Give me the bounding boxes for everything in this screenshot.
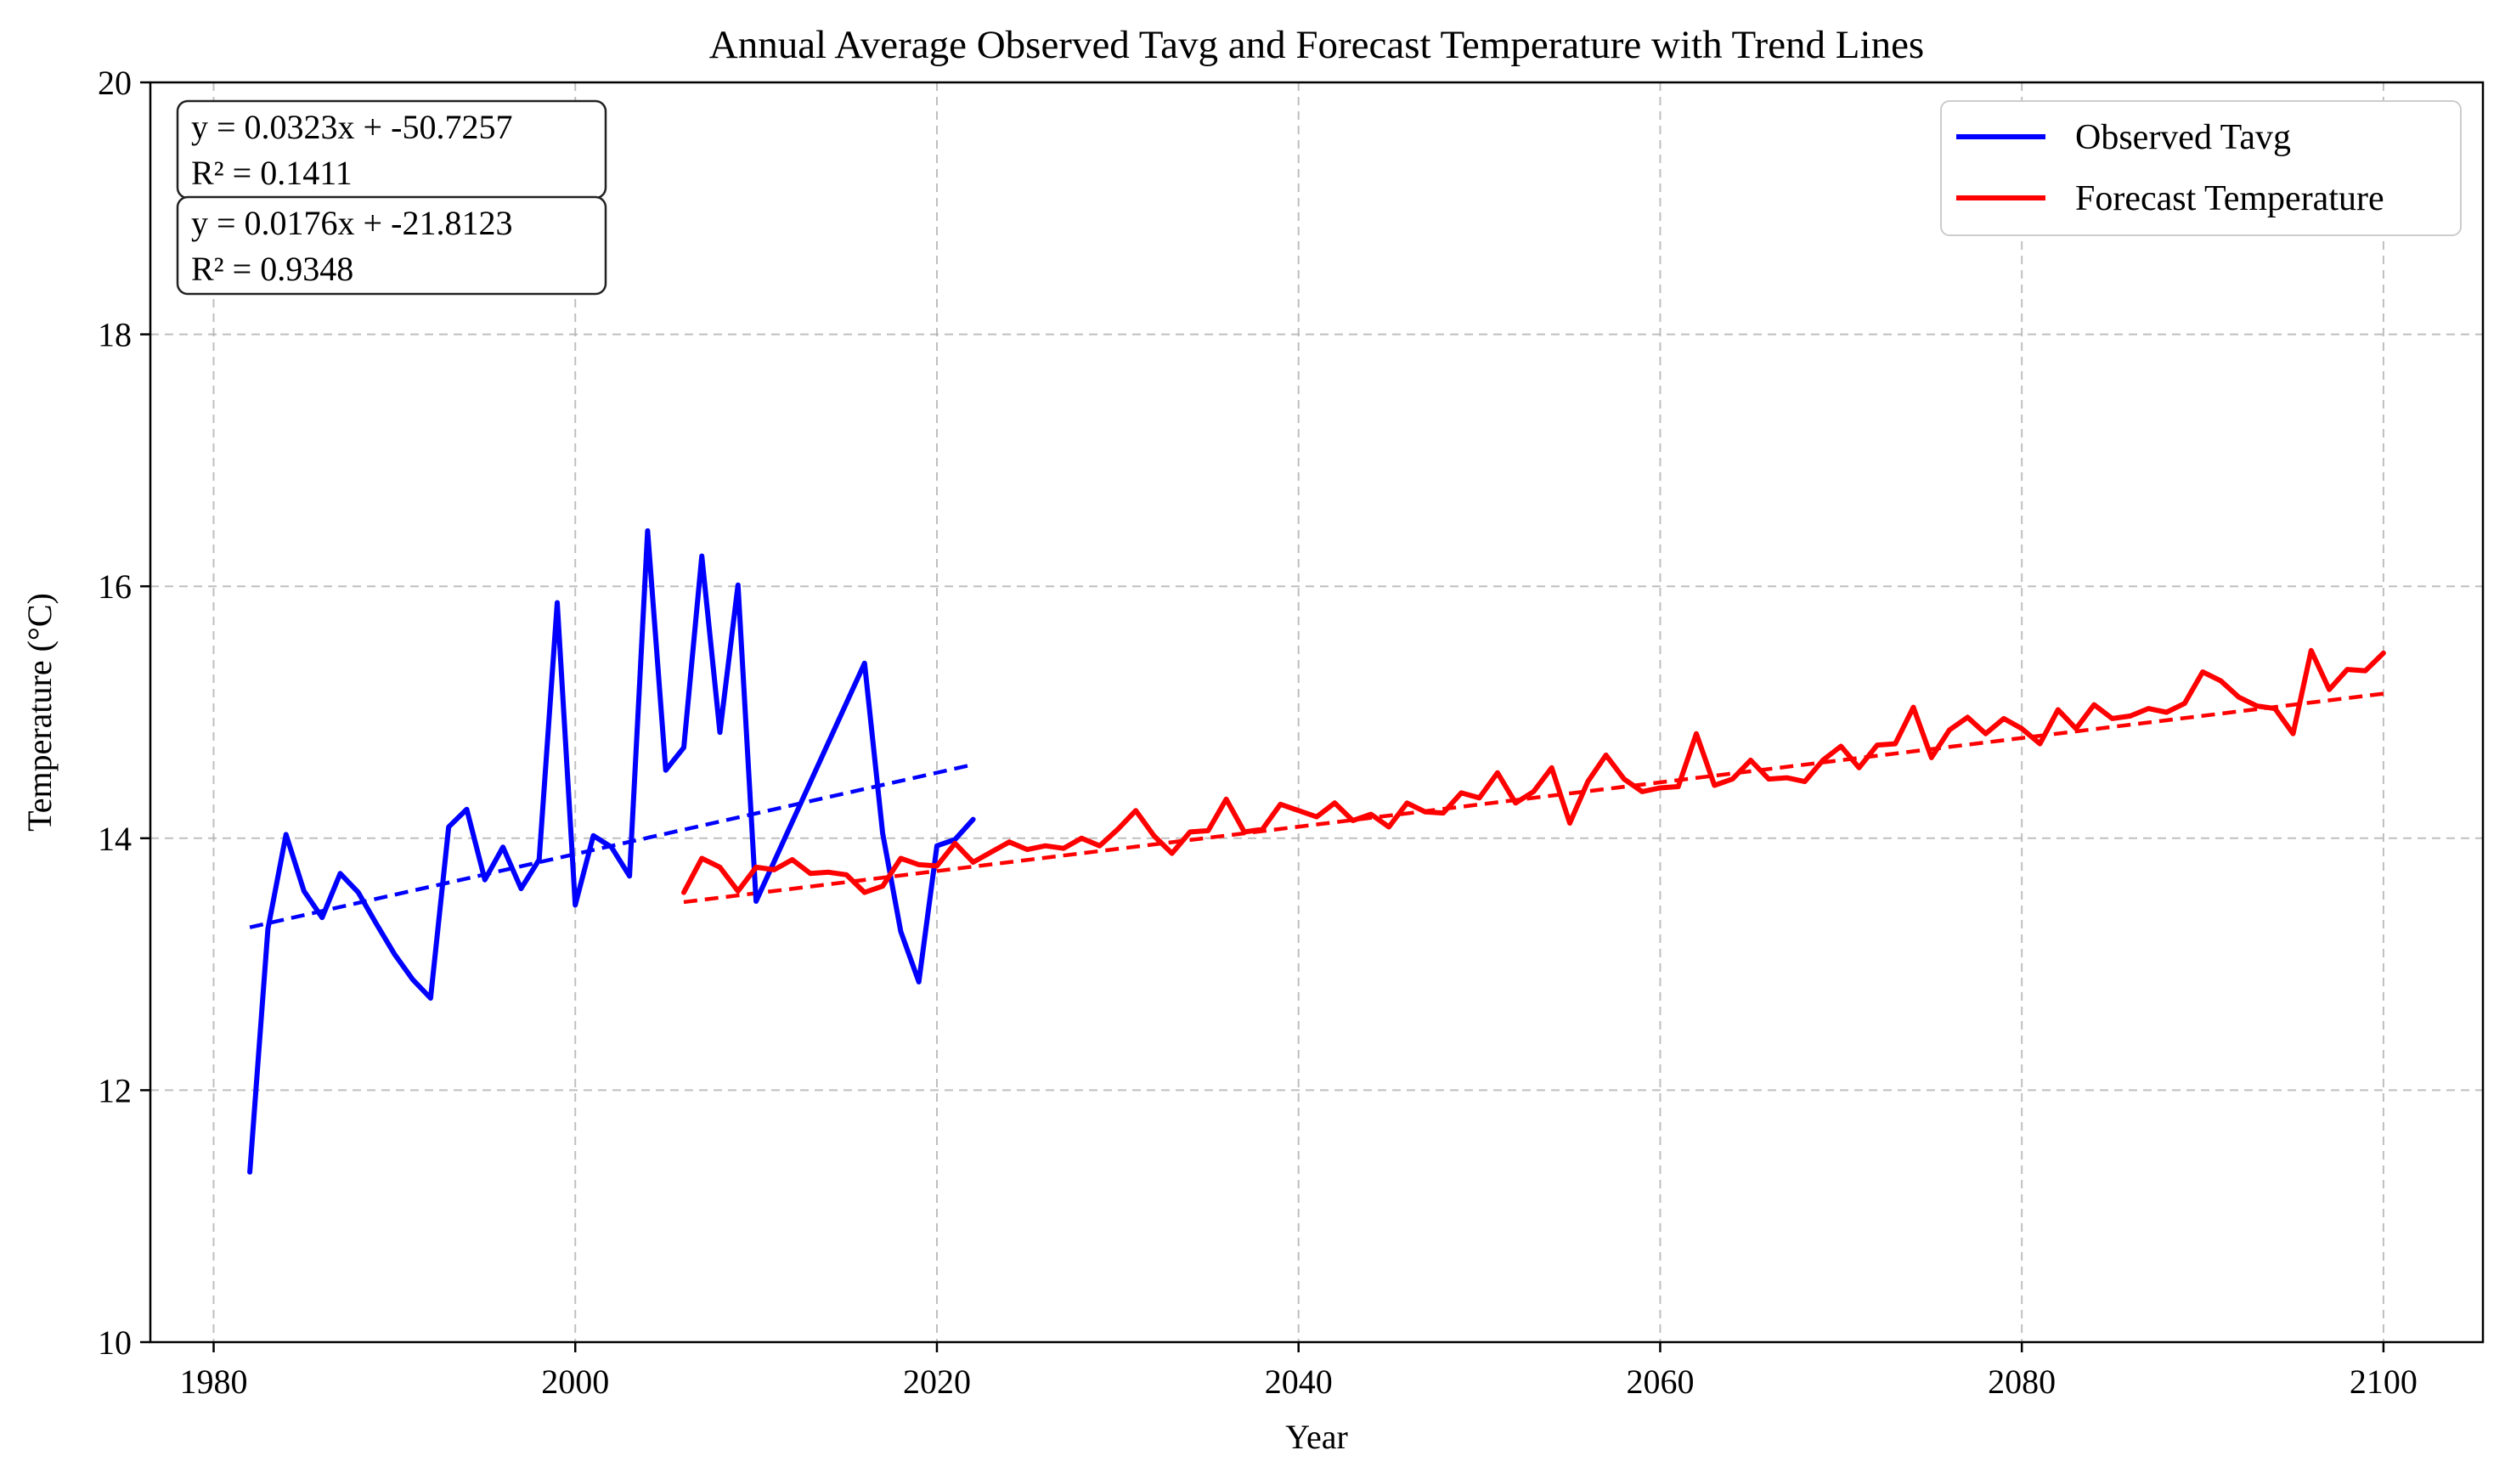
r-squared-text: R² = 0.1411 xyxy=(191,154,353,192)
x-axis-label: Year xyxy=(1285,1418,1348,1456)
trend-equation-text: y = 0.0176x + -21.8123 xyxy=(191,204,512,242)
x-tick-label: 2000 xyxy=(541,1363,609,1401)
trend-equation-box-observed: y = 0.0323x + -50.7257 R² = 0.1411 xyxy=(176,99,607,200)
r-squared-text: R² = 0.9348 xyxy=(191,250,353,288)
series-line-observed xyxy=(247,528,976,1175)
data-series xyxy=(247,528,2386,1175)
legend: Observed Tavg Forecast Temperature xyxy=(1940,100,2462,236)
trend-equation-text: y = 0.0323x + -50.7257 xyxy=(191,108,512,146)
y-tick-label: 16 xyxy=(98,567,132,606)
series-line-forecast xyxy=(681,647,2386,895)
y-axis-label: Temperature (°C) xyxy=(20,593,59,832)
y-tick-label: 14 xyxy=(98,820,132,858)
x-tick-label: 2020 xyxy=(903,1363,971,1401)
trend-line-forecast xyxy=(683,691,2384,905)
y-tick-label: 20 xyxy=(98,64,132,102)
x-tick-label: 2060 xyxy=(1626,1363,1694,1401)
y-tick-label: 10 xyxy=(98,1323,132,1362)
x-tick-label: 2040 xyxy=(1265,1363,1333,1401)
y-tick-label: 18 xyxy=(98,316,132,354)
plot-area-frame xyxy=(149,81,2485,1344)
trend-equation-box-forecast: y = 0.0176x + -21.8123 R² = 0.9348 xyxy=(176,195,607,296)
x-tick-label: 2100 xyxy=(2350,1363,2418,1401)
x-tick-label: 1980 xyxy=(180,1363,248,1401)
axis-ticks: 1980 2000 2020 2040 2060 2080 2100 10 12 14 16 18 20 xyxy=(98,64,2418,1401)
annotation-box xyxy=(176,195,607,296)
legend-label-forecast: Forecast Temperature xyxy=(2075,179,2384,218)
x-tick-label: 2080 xyxy=(1988,1363,2056,1401)
y-tick-label: 12 xyxy=(98,1071,132,1109)
legend-label-observed: Observed Tavg xyxy=(2075,118,2291,157)
legend-frame xyxy=(1940,100,2462,236)
chart-title: Annual Average Observed Tavg and Forecas… xyxy=(709,23,1924,67)
